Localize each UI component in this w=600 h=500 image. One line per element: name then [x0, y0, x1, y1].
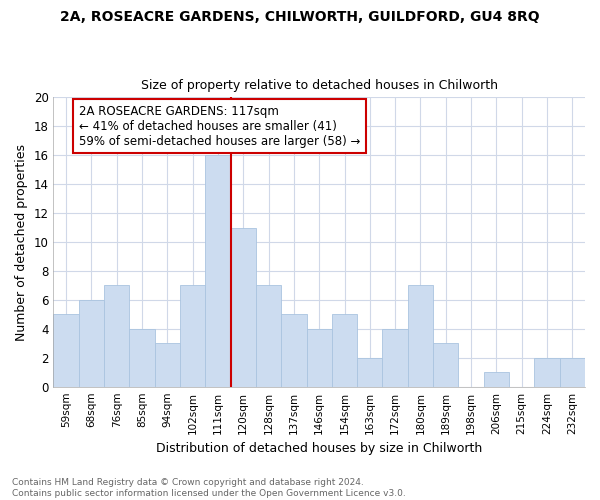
Bar [560, 358, 585, 386]
Bar [256, 286, 281, 386]
Bar [281, 314, 307, 386]
Bar [382, 329, 408, 386]
Bar [180, 286, 205, 386]
Y-axis label: Number of detached properties: Number of detached properties [15, 144, 28, 340]
Bar [230, 228, 256, 386]
Bar [484, 372, 509, 386]
Bar [535, 358, 560, 386]
Bar [307, 329, 332, 386]
Title: Size of property relative to detached houses in Chilworth: Size of property relative to detached ho… [141, 79, 498, 92]
Bar [205, 155, 230, 386]
Bar [53, 314, 79, 386]
X-axis label: Distribution of detached houses by size in Chilworth: Distribution of detached houses by size … [156, 442, 482, 455]
Bar [332, 314, 357, 386]
Text: Contains HM Land Registry data © Crown copyright and database right 2024.
Contai: Contains HM Land Registry data © Crown c… [12, 478, 406, 498]
Text: 2A, ROSEACRE GARDENS, CHILWORTH, GUILDFORD, GU4 8RQ: 2A, ROSEACRE GARDENS, CHILWORTH, GUILDFO… [60, 10, 540, 24]
Bar [104, 286, 130, 386]
Bar [357, 358, 382, 386]
Text: 2A ROSEACRE GARDENS: 117sqm
← 41% of detached houses are smaller (41)
59% of sem: 2A ROSEACRE GARDENS: 117sqm ← 41% of det… [79, 104, 360, 148]
Bar [130, 329, 155, 386]
Bar [433, 344, 458, 386]
Bar [79, 300, 104, 386]
Bar [408, 286, 433, 386]
Bar [155, 344, 180, 386]
